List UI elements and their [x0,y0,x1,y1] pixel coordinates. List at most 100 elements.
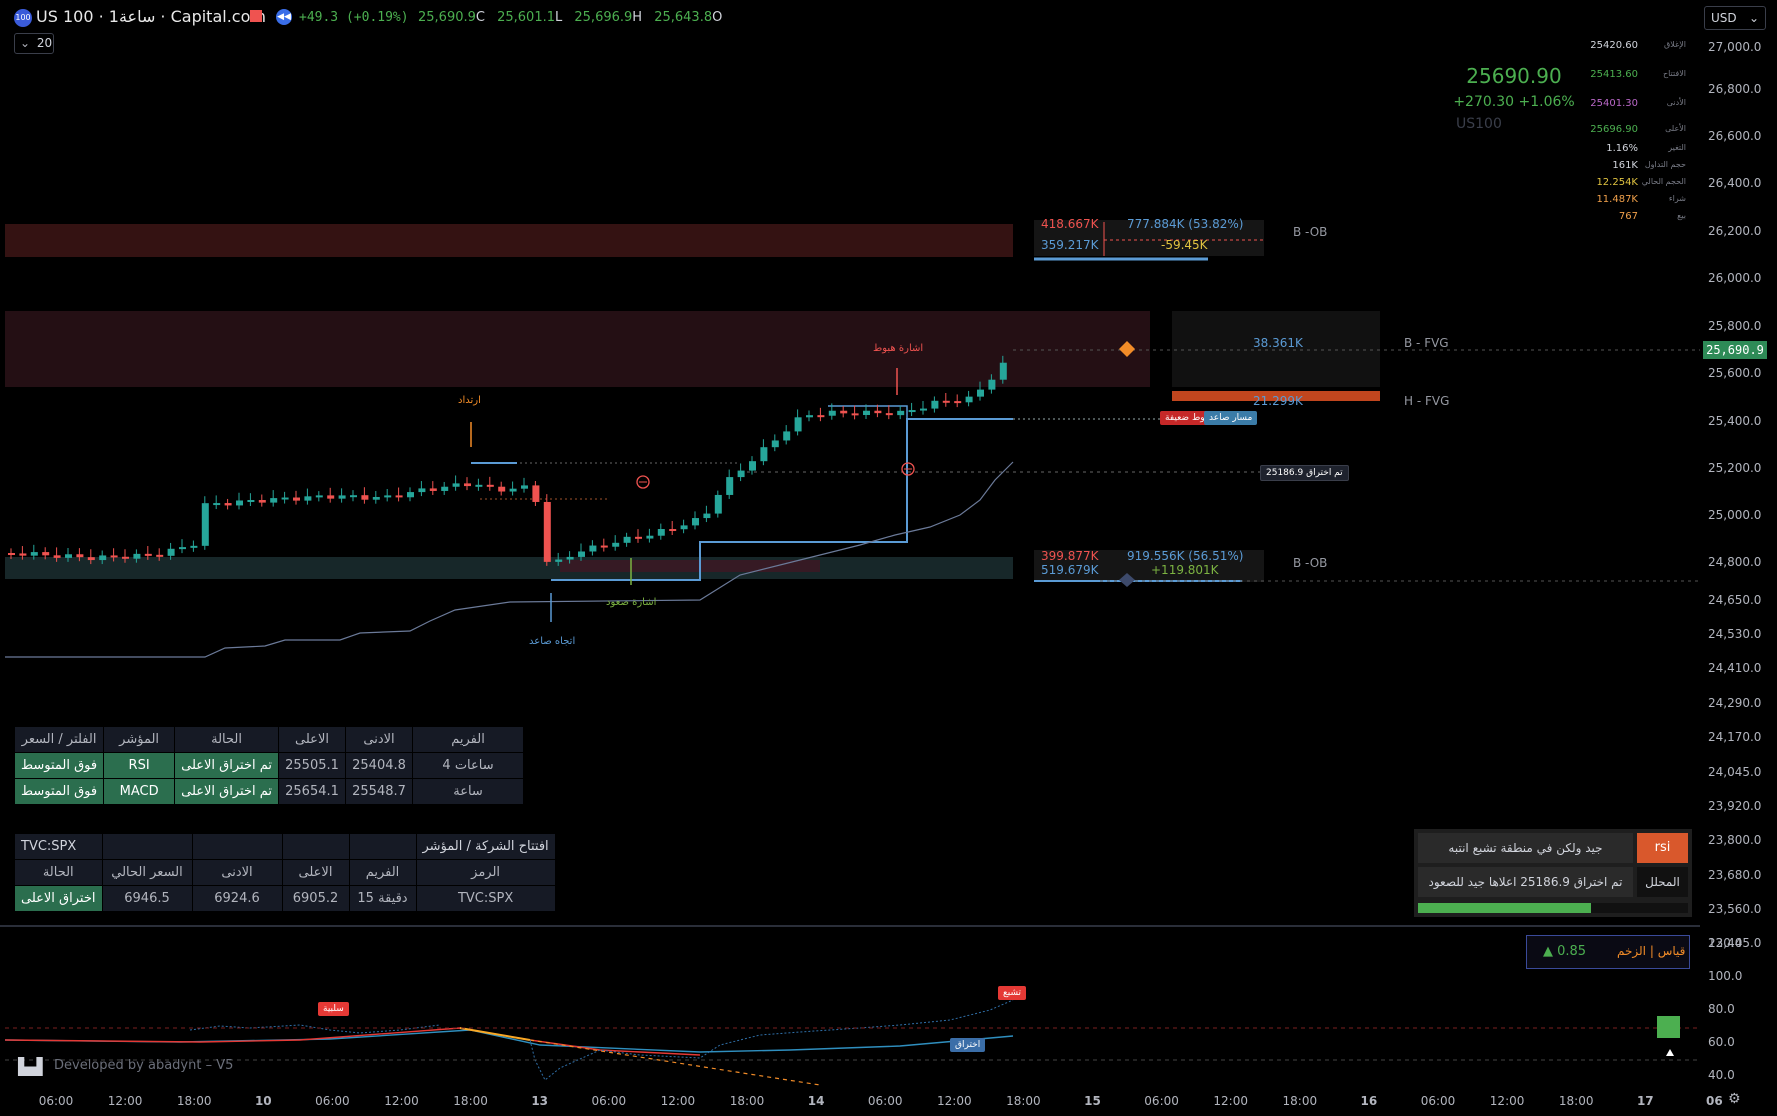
candle-body [372,496,380,500]
high-key: H [632,10,643,25]
currency-select[interactable]: USD ⌄ [1704,6,1766,30]
candle-body [532,485,540,502]
candle-body [965,396,973,403]
candle-body [452,483,460,487]
close-value: 25,690.9 [418,10,476,25]
stat-value: 25420.60 [1590,40,1638,51]
candle-body [144,553,152,556]
oscillator-axis[interactable]: 120.0 100.0 80.0 60.0 40.0 [1700,926,1777,1086]
header-cell: السعر الحالي [101,859,193,886]
candle-body [954,401,962,404]
symbol-title[interactable]: US 100 · 1ساعة · Capital.com [36,7,266,26]
time-tick: 18:00 [1006,1094,1041,1108]
indicators-toggle-button[interactable]: ⌄ 20 [14,33,54,54]
candle-body [236,500,243,506]
high-cell: 25505.1 [278,752,347,779]
buy-signal-label: اشارة صعود [606,597,657,608]
stat-label: بيع [1677,211,1686,220]
ob-bottom-tag: B -OB [1293,556,1328,570]
replay-icon[interactable]: ◀◀ [276,9,292,25]
candle-body [920,408,927,411]
candle-body [851,413,859,416]
header-cell: المؤشر [103,726,176,753]
stat-value: 25401.30 [1590,98,1638,109]
candle-body [190,545,198,548]
circle-marker-1 [636,475,650,489]
fvg-b-value: 38.361K [1253,336,1303,350]
stat-value: 161K [1612,160,1638,171]
candle-body [578,551,585,557]
stat-label: الإغلاق [1664,40,1686,49]
candle-body [281,497,289,500]
tradingview-logo-icon: ▙▟ [18,1057,43,1076]
candle-body [589,545,597,552]
candle-body [908,410,916,413]
price-axis[interactable]: 27,000.0 26,800.0 26,600.0 26,400.0 26,200.0… [1700,28,1777,950]
breakout-level-value: 25186.9 [1266,468,1304,478]
stat-label: الأعلى [1665,124,1686,133]
price-tick: 24,530.0 [1708,627,1762,641]
price-tick: 25,000.0 [1708,508,1762,522]
price-tick: 25,600.0 [1708,366,1762,380]
rsi-label: rsi [1637,833,1688,863]
candle-body [99,555,107,561]
table-row: فوق المتوسط MACD تم اختراق الاعلى 25654.… [13,778,525,805]
time-tick: 13 [531,1094,549,1108]
indicator-cell: RSI [103,752,176,779]
price-tick: 26,600.0 [1708,129,1762,143]
structure-step-line [551,418,1013,581]
candle-body [395,495,403,498]
candle-body [999,362,1007,380]
open-value: 25,643.8 [654,10,713,25]
candle-body [293,497,300,501]
main-chart[interactable] [0,0,1700,1116]
stat-label: شراء [1668,194,1686,203]
ob-top-delta: -59.45K [1161,238,1208,252]
price-tick: 24,650.0 [1708,593,1762,607]
momentum-box: ▲ 0.85 قياس | الزخم [1526,935,1690,969]
candle-body [543,501,551,562]
candle-body [566,556,574,560]
candle-body [817,415,825,418]
stat-value: 767 [1618,211,1638,222]
high-cell: 6905.2 [281,885,350,912]
candle-body [703,513,711,519]
overview-stats: 25420.60 الإغلاق 25413.60 الافتتاح 25401.30 ا… [1580,38,1690,228]
overview-symbol: US100 [1456,116,1502,132]
candle-body [806,415,813,418]
header-cell: الاعلى [281,859,350,886]
stat-value: 1.16% [1606,143,1638,154]
candle-body [361,495,369,500]
candle-body [680,525,688,530]
momentum-label: قياس | الزخم [1617,944,1686,958]
ob-bottom-delta: +119.801K [1151,563,1219,577]
bullish-ob-zone [5,557,1013,579]
price-tick: 25,800.0 [1708,319,1762,333]
header-cell: الفريم [412,726,525,753]
header-cell: الاعلى [278,726,347,753]
stat-value: 25696.90 [1590,124,1638,135]
candle-body [794,417,802,432]
header-cell: الفلتر / السعر [13,726,105,753]
analyst-label: المحلل [1637,867,1688,897]
rsi-status-text: جيد ولكن في منطقة تشبع انتبه [1418,833,1633,863]
time-tick: 18:00 [1558,1094,1594,1108]
candle-body [418,488,426,493]
osc-tick: 40.0 [1708,1068,1735,1082]
candle-body [338,495,346,499]
oscillator-series [4,999,1014,1086]
stat-label: حجم التداول [1644,160,1686,169]
candle-body [657,529,665,536]
candle-body [350,495,357,498]
trend-path-chip: مسار صاعد [1204,411,1258,425]
candle-body [749,461,756,471]
candle-body [486,484,494,487]
low-value: 25,601.1 [497,10,555,25]
time-axis[interactable]: 06:00 12:00 18:00 10 06:00 12:00 18:00 13 06:00 1… [0,1086,1723,1116]
candle-body [977,389,984,397]
time-tick: 18:00 [729,1094,765,1108]
candle-body [247,500,255,503]
frame-cell: 15 دقيقة [348,885,417,912]
settings-gear-icon[interactable]: ⚙ [1728,1091,1741,1107]
osc-arrow-icon [1666,1049,1674,1056]
